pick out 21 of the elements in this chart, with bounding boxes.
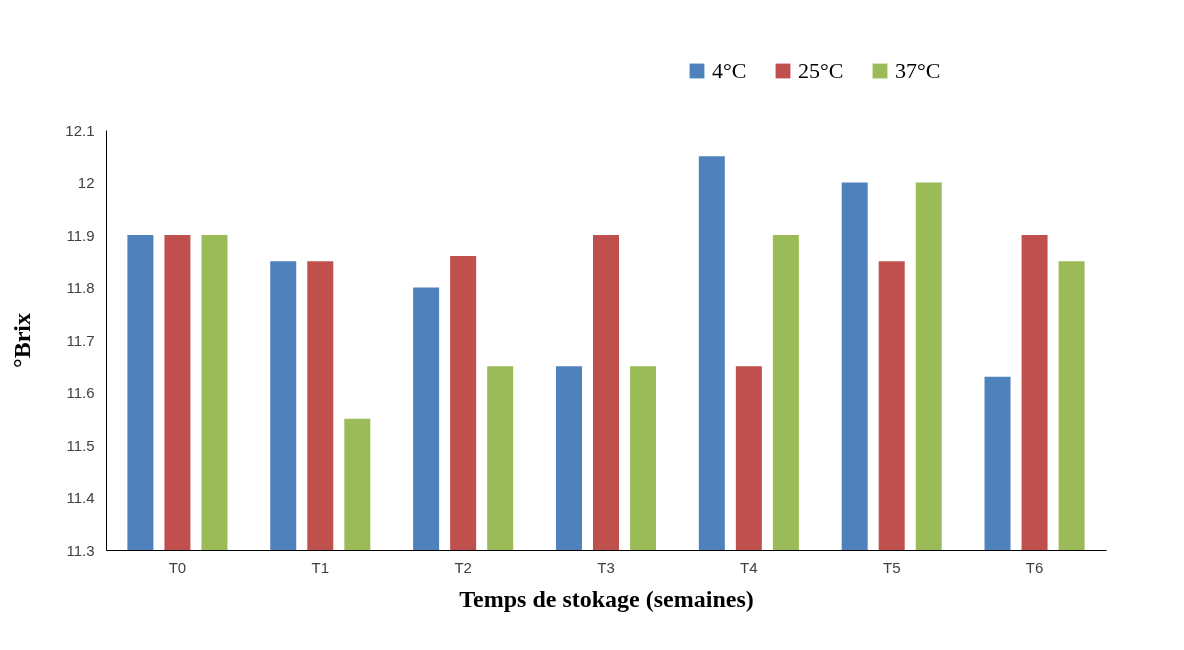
x-tick-label: T0	[168, 558, 187, 576]
x-tick-label: T5	[882, 558, 901, 576]
x-tick-label: T4	[740, 558, 758, 576]
y-tick-label: 11.4	[66, 489, 95, 506]
y-axis-title: °Brix	[9, 313, 36, 368]
y-tick-label: 11.9	[66, 226, 95, 244]
x-tick-label: T3	[597, 558, 615, 576]
y-tick-label: 11.5	[66, 436, 95, 454]
y-tick-label: 11.6	[66, 384, 95, 401]
legend-label: 4°C	[712, 58, 747, 83]
y-tick-label: 11.8	[66, 279, 95, 296]
y-tick-label: 11.3	[66, 541, 95, 559]
x-tick-label: T6	[1025, 558, 1044, 576]
y-tick-label: 12.1	[65, 121, 95, 139]
legend-label: 37°C	[895, 58, 941, 83]
x-tick-label: T2	[454, 558, 472, 576]
x-tick-label: T1	[311, 558, 330, 576]
legend-label: 25°C	[798, 58, 844, 83]
x-axis-title: Temps de stokage (semaines)	[459, 585, 754, 612]
y-tick-label: 11.7	[66, 331, 95, 349]
y-tick-label: 12	[77, 174, 95, 191]
